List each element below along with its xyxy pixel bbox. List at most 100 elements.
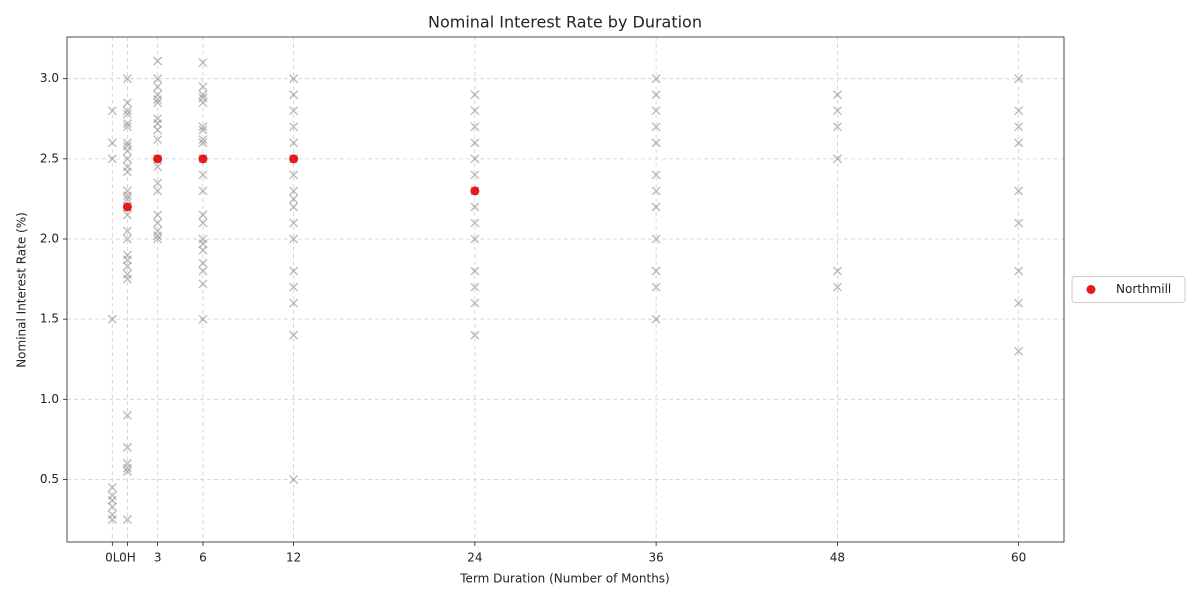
point-marker [289, 234, 299, 244]
point-marker [153, 56, 163, 66]
point-marker [289, 282, 299, 292]
point-marker [122, 463, 132, 473]
point-marker [198, 82, 208, 92]
point-marker [470, 266, 480, 276]
point-marker [107, 154, 117, 164]
point-marker [198, 279, 208, 289]
point-marker [289, 138, 299, 148]
point-marker [289, 122, 299, 132]
x-tick-label: 0L [105, 551, 120, 565]
y-tick-label: 2.0 [40, 232, 59, 246]
point-marker [1014, 298, 1024, 308]
point-marker [651, 234, 661, 244]
point-marker [107, 515, 117, 525]
point-marker [470, 330, 480, 340]
x-tick-label: 36 [648, 551, 663, 565]
point-marker [651, 266, 661, 276]
point-marker [122, 194, 132, 204]
point-marker [153, 210, 163, 220]
point-marker [289, 218, 299, 228]
point-marker [107, 138, 117, 148]
point-marker [289, 154, 299, 164]
point-marker [1014, 218, 1024, 228]
point-marker [832, 122, 842, 132]
x-axis-label: Term Duration (Number of Months) [459, 572, 669, 586]
legend-marker [1086, 285, 1096, 294]
point-marker [470, 186, 480, 196]
point-marker [198, 122, 208, 132]
point-marker [289, 106, 299, 116]
point-marker [289, 90, 299, 100]
point-marker [198, 218, 208, 228]
point-marker [198, 154, 208, 164]
point-marker [198, 125, 208, 135]
y-tick-label: 0.5 [40, 472, 59, 486]
point-marker [122, 274, 132, 284]
point-marker [198, 245, 208, 255]
point-marker [1014, 106, 1024, 116]
point-marker [153, 74, 163, 84]
point-marker [832, 154, 842, 164]
point-marker [470, 282, 480, 292]
point-marker [1014, 122, 1024, 132]
point-marker [122, 410, 132, 420]
point-marker [198, 210, 208, 220]
point-marker [122, 98, 132, 108]
point-marker [470, 154, 480, 164]
point-marker [122, 255, 132, 265]
point-marker [198, 186, 208, 196]
point-marker [470, 202, 480, 212]
plot-frame [66, 36, 1065, 543]
point-marker [153, 135, 163, 145]
point-marker [470, 138, 480, 148]
point-marker [651, 282, 661, 292]
point-marker [198, 266, 208, 276]
chart-title: Nominal Interest Rate by Duration [428, 13, 702, 32]
point-marker [470, 106, 480, 116]
point-marker [153, 178, 163, 188]
point-marker [832, 90, 842, 100]
point-marker [289, 202, 299, 212]
point-marker [122, 210, 132, 220]
point-marker [122, 442, 132, 452]
point-marker [198, 138, 208, 148]
x-tick-label: 0H [119, 551, 136, 565]
point-marker [198, 239, 208, 249]
point-marker [153, 231, 163, 241]
point-marker [1014, 138, 1024, 148]
point-marker [1014, 74, 1024, 84]
point-marker [153, 94, 163, 105]
point-marker [153, 186, 163, 196]
point-marker [470, 218, 480, 228]
point-marker [153, 162, 163, 172]
point-marker [153, 154, 163, 164]
point-marker [122, 167, 132, 177]
point-marker [122, 466, 132, 476]
point-marker [153, 98, 163, 108]
point-marker [832, 106, 842, 116]
point-marker [107, 502, 117, 512]
point-marker [122, 226, 132, 236]
point-marker [832, 282, 842, 292]
point-marker [651, 314, 661, 324]
point-marker [107, 106, 117, 116]
point-marker [198, 314, 208, 324]
point-marker [153, 125, 163, 135]
point-marker [1014, 186, 1024, 196]
point-marker [651, 202, 661, 212]
point-marker [198, 98, 208, 108]
x-tick-label: 60 [1011, 551, 1026, 565]
point-marker [122, 202, 132, 212]
point-marker [470, 234, 480, 244]
point-marker [122, 106, 132, 116]
point-marker [122, 234, 132, 244]
point-marker [651, 74, 661, 84]
point-marker [470, 122, 480, 132]
point-marker [1014, 266, 1024, 276]
point-marker [198, 135, 208, 145]
point-marker [122, 146, 132, 156]
x-tick-label: 3 [154, 551, 162, 565]
point-marker [122, 119, 132, 129]
point-marker [107, 314, 117, 324]
point-marker [470, 298, 480, 308]
